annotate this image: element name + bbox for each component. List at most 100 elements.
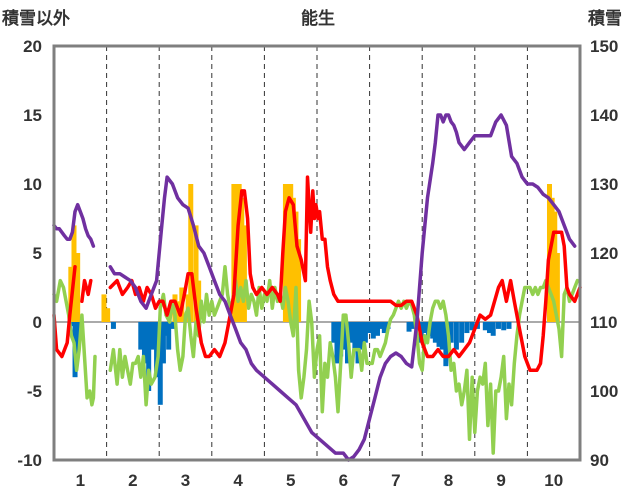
blue-bar [160, 322, 166, 364]
orange-bar [75, 253, 81, 322]
blue-bar [436, 322, 442, 347]
blue-bar [352, 322, 358, 350]
orange-bar [293, 211, 299, 322]
purple-series-line [108, 113, 577, 462]
blue-bar [453, 322, 459, 350]
left-y-tick-label: 5 [33, 244, 42, 263]
blue-bar [374, 322, 380, 336]
blue-bar [163, 322, 169, 336]
blue-bar [422, 322, 428, 334]
blue-bar [154, 322, 160, 378]
x-tick-label: 7 [391, 471, 400, 490]
blue-bar [432, 322, 438, 343]
blue-bar [331, 322, 337, 343]
blue-bar [378, 322, 384, 329]
orange-bar [282, 184, 288, 322]
left-y-axis: 20 15 10 5 0 -5 -10 [17, 37, 42, 470]
orange-bar [193, 225, 199, 322]
right-y-tick-label: 150 [590, 37, 618, 56]
orange-bar [554, 253, 560, 322]
left-y-tick-label: 20 [23, 37, 42, 56]
left-y-tick-label: 10 [23, 175, 42, 194]
right-y-tick-label: 140 [590, 106, 618, 125]
left-y-tick-label: -5 [27, 382, 42, 401]
blue-bar [149, 322, 155, 350]
right-y-tick-label: 90 [590, 451, 609, 470]
x-tick-label: 10 [544, 471, 563, 490]
blue-bar [362, 322, 368, 343]
right-y-tick-label: 110 [590, 313, 617, 332]
orange-bar [290, 197, 296, 322]
red-series-line [108, 175, 582, 373]
blue-bar [341, 322, 347, 350]
orange-bar [188, 184, 194, 322]
chart-title: 能生 [301, 8, 335, 28]
orange-bar [296, 239, 302, 322]
right-y-tick-label: 100 [590, 382, 618, 401]
blue-bar [506, 322, 512, 329]
x-tick-label: 6 [339, 471, 348, 490]
orange-bar [236, 184, 242, 322]
x-tick-label: 5 [286, 471, 295, 490]
blue-bar [75, 322, 81, 350]
blue-bar [334, 322, 340, 364]
blue-bar [501, 322, 507, 331]
blue-bar [443, 322, 449, 367]
left-y-tick-label: -10 [17, 451, 42, 470]
x-tick-label: 1 [76, 471, 85, 490]
blue-bar [348, 322, 354, 343]
left-axis-label: 積雪以外 [2, 8, 70, 28]
blue-bar [495, 322, 501, 329]
bar-layer [68, 184, 560, 405]
blue-bar [157, 322, 163, 405]
grid [54, 46, 580, 460]
x-tick-label: 3 [181, 471, 190, 490]
blue-bar [464, 322, 470, 334]
x-tick-label: 9 [496, 471, 505, 490]
red-series-line [80, 278, 93, 304]
orange-bar [101, 294, 107, 322]
blue-bar [359, 322, 365, 350]
blue-bar [169, 322, 175, 329]
blue-bar [406, 322, 412, 332]
blue-bar [355, 322, 361, 364]
blue-bar [487, 322, 493, 334]
blue-bar [146, 322, 152, 391]
blue-bar [141, 322, 147, 364]
blue-bar [490, 322, 496, 336]
orange-bar [552, 211, 558, 322]
orange-bar [288, 184, 294, 322]
blue-bar [410, 322, 416, 329]
orange-bar [239, 197, 245, 322]
orange-bar [285, 184, 291, 322]
blue-bar [439, 322, 445, 350]
x-tick-label: 4 [233, 471, 243, 490]
blue-bar [110, 322, 116, 329]
blue-bar [482, 322, 488, 331]
green-series-line [108, 265, 580, 455]
x-tick-label: 8 [444, 471, 453, 490]
blue-bar [381, 322, 387, 334]
purple-series-line [52, 202, 96, 248]
orange-bar [241, 225, 247, 322]
orange-bar [231, 184, 237, 322]
plot-frame [52, 44, 582, 462]
blue-bar [430, 322, 436, 339]
blue-bar [370, 322, 376, 339]
right-y-tick-label: 130 [590, 175, 618, 194]
orange-bar [105, 308, 111, 322]
blue-bar [459, 322, 465, 343]
right-y-tick-label: 120 [590, 244, 618, 263]
right-y-axis: 150 140 130 120 110 100 90 [590, 37, 618, 470]
line-layer [52, 113, 582, 462]
right-axis-label: 積雪 [588, 8, 622, 28]
orange-bar [196, 280, 202, 322]
blue-bar [448, 322, 454, 343]
x-tick-label: 2 [128, 471, 137, 490]
red-series-line [52, 265, 77, 359]
x-axis: 1 2 3 4 5 6 7 8 9 10 [76, 471, 564, 490]
blue-bar [367, 322, 373, 334]
blue-bar [138, 322, 144, 350]
left-y-tick-label: 15 [23, 106, 42, 125]
